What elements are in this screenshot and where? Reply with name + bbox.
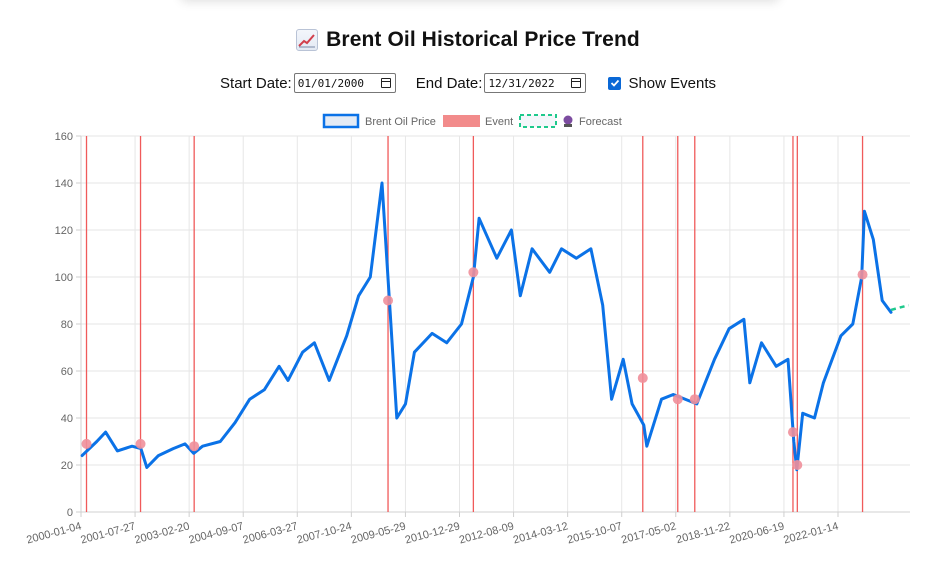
- show-events-label[interactable]: Show Events: [628, 74, 716, 92]
- end-date-input[interactable]: 12/31/2022: [484, 73, 587, 93]
- x-tick-label: 2007-10-24: [296, 520, 353, 546]
- event-point: [383, 295, 394, 306]
- crystal-ball-base: [564, 124, 572, 127]
- x-tick-label: 2006-03-27: [242, 520, 299, 546]
- y-tick-label: 60: [61, 366, 73, 378]
- event-point: [637, 373, 648, 384]
- event-point: [189, 441, 200, 452]
- event-point: [81, 438, 92, 449]
- event-point: [672, 394, 683, 405]
- x-tick-label: 2014-03-12: [512, 520, 569, 546]
- x-tick-label: 2020-06-19: [728, 520, 785, 546]
- y-tick-label: 0: [67, 507, 73, 519]
- page-title-text: Brent Oil Historical Price Trend: [326, 28, 640, 51]
- event-point: [792, 460, 803, 470]
- end-date-value: 12/31/2022: [488, 76, 555, 90]
- x-tick-label: 2003-02-20: [133, 520, 190, 546]
- end-date-label: End Date:: [415, 74, 483, 92]
- price-series-line: [80, 181, 893, 472]
- show-events-checkbox[interactable]: [608, 76, 622, 90]
- event-point: [468, 267, 479, 278]
- event-point: [135, 438, 146, 449]
- x-tick-label: 2015-10-07: [566, 520, 623, 546]
- x-tick-label: 2022-01-14: [782, 520, 839, 546]
- y-tick-label: 80: [61, 319, 73, 331]
- x-tick-label: 2010-12-29: [404, 520, 461, 546]
- legend: Brent Oil Price Event Forecast: [322, 113, 622, 129]
- event-point: [857, 269, 868, 280]
- legend-label-event: Event: [485, 116, 513, 128]
- x-tick-label: 2012-08-09: [458, 520, 515, 546]
- x-tick-label: 2001-07-27: [79, 520, 136, 546]
- x-tick-label: 2009-05-29: [350, 520, 407, 546]
- legend-label-price: Brent Oil Price: [365, 116, 436, 128]
- date-controls: Start Date: 01/01/2000 End Date: 12/31/2…: [0, 73, 936, 93]
- y-tick-label: 140: [55, 178, 73, 190]
- legend-swatch-forecast: [519, 114, 557, 128]
- x-tick-label: 2000-01-04: [25, 520, 82, 546]
- chart-increasing-icon: [296, 29, 319, 51]
- start-date-value: 01/01/2000: [297, 76, 364, 90]
- calendar-icon[interactable]: [380, 78, 391, 88]
- legend-swatch-event: [443, 115, 480, 127]
- y-tick-label: 100: [55, 272, 73, 284]
- start-date-input[interactable]: 01/01/2000: [293, 73, 396, 93]
- legend-label-forecast: Forecast: [579, 116, 622, 128]
- forecast-series-line: [890, 303, 909, 312]
- y-tick-label: 40: [61, 413, 73, 425]
- x-tick-label: 2018-11-22: [675, 520, 732, 546]
- y-tick-label: 20: [61, 460, 73, 472]
- start-date-label: Start Date:: [220, 74, 292, 92]
- event-point: [787, 427, 798, 438]
- legend-swatch-price: [322, 113, 360, 129]
- y-tick-label: 160: [55, 131, 73, 143]
- page-title: Brent Oil Historical Price Trend: [0, 28, 936, 52]
- crystal-ball-orb: [563, 115, 573, 125]
- event-point: [689, 394, 700, 405]
- calendar-icon[interactable]: [571, 78, 582, 88]
- crystal-ball-icon: [563, 115, 573, 127]
- y-tick-label: 120: [55, 225, 73, 237]
- x-tick-label: 2017-05-02: [620, 520, 677, 546]
- x-tick-label: 2004-09-07: [188, 520, 245, 546]
